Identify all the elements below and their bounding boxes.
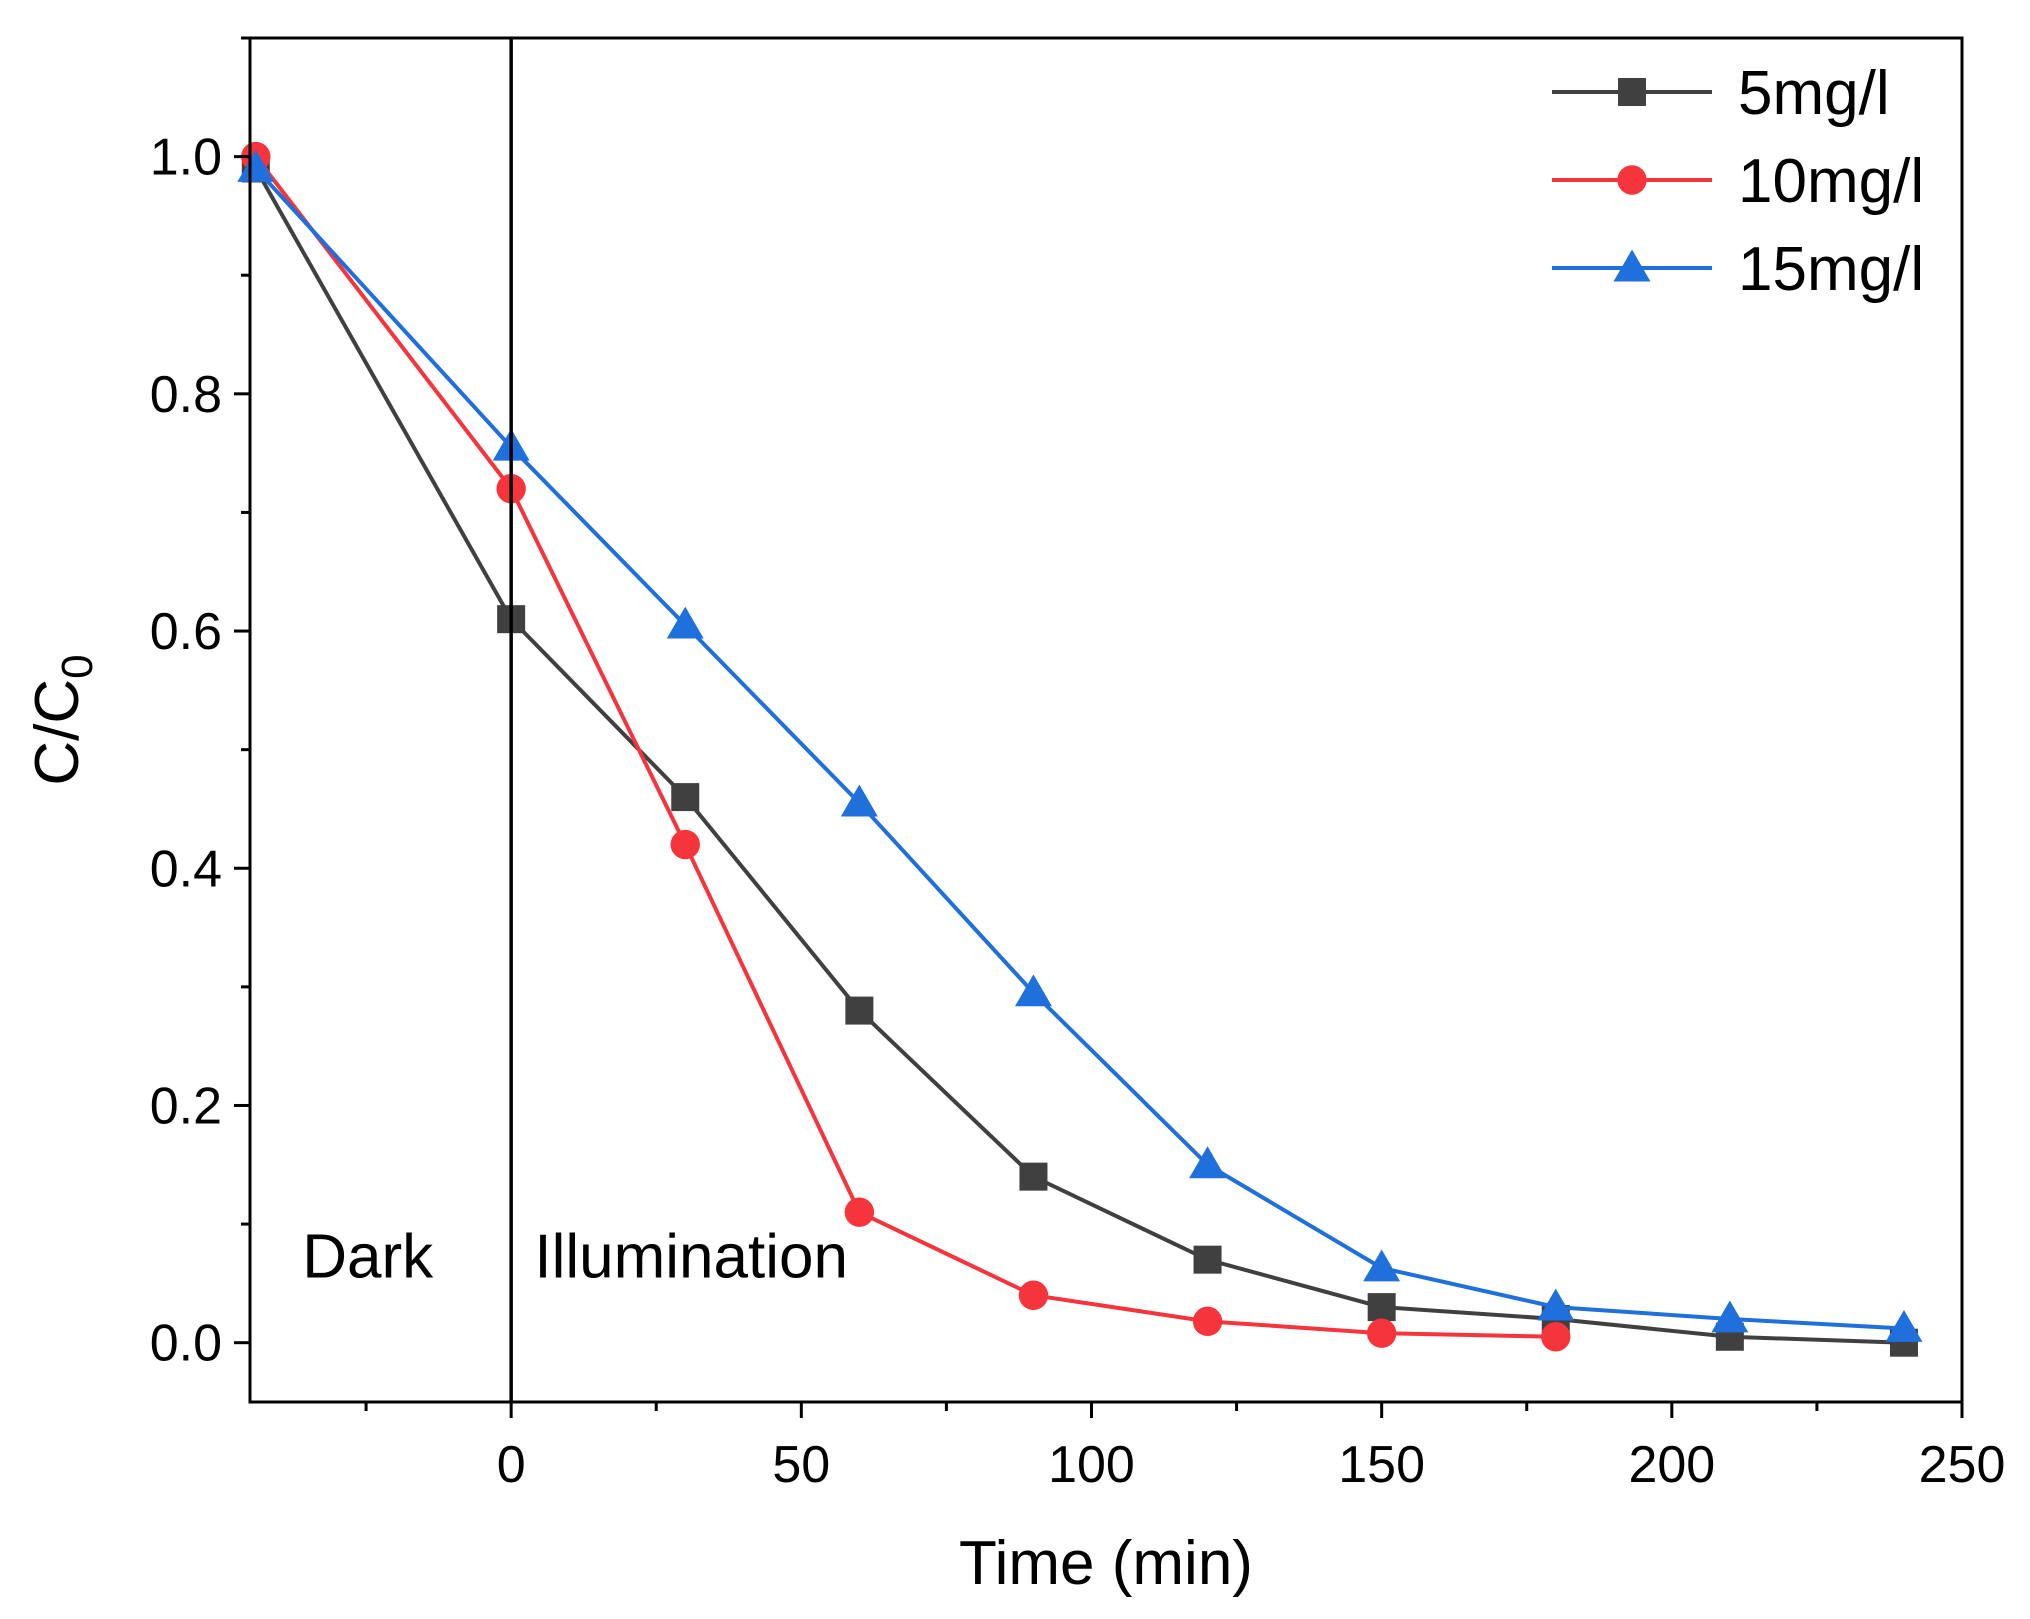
series-line [254,167,1905,1331]
y-tick-label: 0.8 [150,366,222,424]
data-point-triangle [666,606,704,639]
x-tick-label: 0 [497,1436,526,1494]
legend-label: 5mg/l [1738,59,1890,128]
y-axis-title-subscript: 0 [53,654,102,678]
x-tick-label: 200 [1628,1436,1715,1494]
y-axis-title-main: C/C [23,679,92,786]
data-point-triangle [1537,1288,1575,1321]
data-point-triangle [1014,974,1052,1007]
data-point-triangle [840,784,878,817]
x-tick-label: 250 [1919,1436,2006,1494]
annotation-illumination: Illumination [534,1222,848,1291]
legend-label: 10mg/l [1738,147,1924,216]
data-point-circle [1192,1306,1223,1337]
annotation-dark: Dark [302,1222,434,1291]
data-point-triangle [1363,1249,1401,1282]
legend: 5mg/l 10mg/l 15mg/l [1552,59,1924,304]
data-point-square [671,783,700,812]
x-tick-label: 100 [1048,1436,1135,1494]
data-point-square [1193,1245,1222,1274]
data-point-triangle [1189,1146,1227,1179]
y-tick-label: 0.2 [150,1077,222,1135]
x-tick-label: 50 [772,1436,830,1494]
legend-entry: 10mg/l [1552,147,1924,216]
data-point-circle [1018,1280,1049,1310]
data-point-circle [1366,1318,1397,1348]
y-tick-label: 0.6 [150,603,222,661]
data-point-square [845,996,874,1025]
data-point-circle [1617,165,1647,195]
data-point-triangle [1613,249,1651,282]
y-axis-title: C/C0 [23,654,102,785]
y-tick-label: 0.0 [150,1315,222,1373]
plot-frame [248,36,1964,1404]
data-point-circle [670,829,700,860]
series-line [254,167,1905,1345]
data-point-square [1367,1293,1396,1322]
legend-label: 15mg/l [1738,235,1924,304]
data-point-triangle [1885,1309,1923,1342]
data-point-triangle [237,149,275,182]
legend-entry: 15mg/l [1552,235,1924,304]
data-point-circle [1541,1322,1571,1352]
plot-layer [237,141,1923,1357]
axes-layer: 0 50 100 150 200 250 0.0 0.2 0.4 0.6 0.8 1.0 Dark Ill… [150,36,2006,1494]
x-tick-label: 150 [1338,1436,1425,1494]
series-10mg-l [241,141,1571,1352]
data-point-square [1019,1162,1048,1191]
series-15mg-l [237,149,1923,1342]
legend-entry: 5mg/l [1552,59,1890,128]
x-axis-title: Time (min) [959,1529,1253,1598]
data-point-triangle [1711,1300,1749,1333]
series-5mg-l [241,154,1918,1357]
y-tick-label: 1.0 [150,129,222,187]
data-point-square [1618,78,1646,106]
series-line [254,155,1556,1339]
data-point-circle [844,1197,875,1227]
y-tick-label: 0.4 [150,840,222,898]
